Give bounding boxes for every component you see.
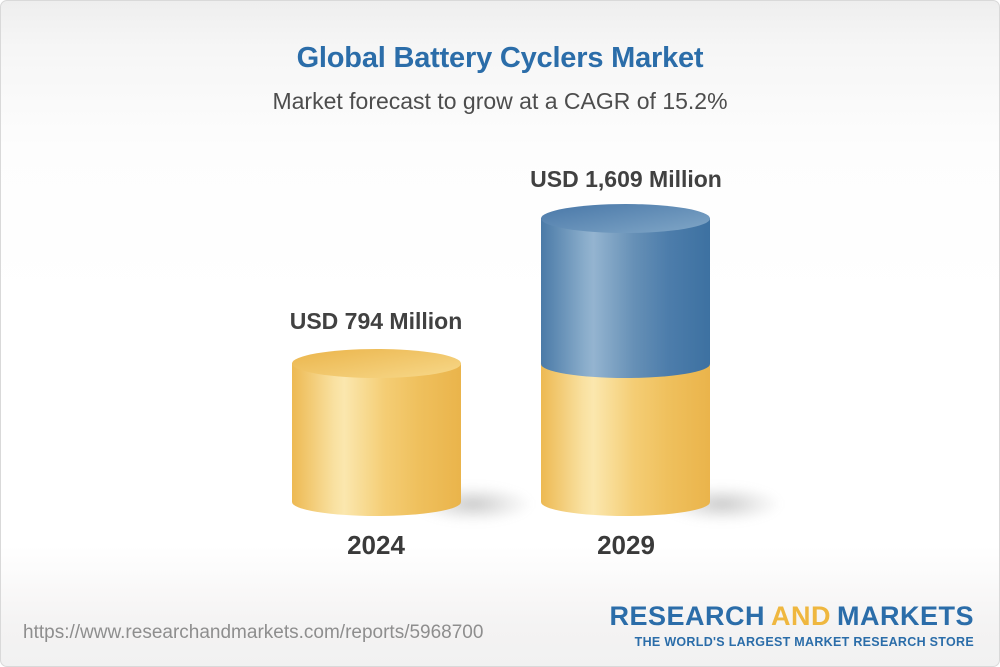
- logo-wordmark: RESEARCH AND MARKETS: [609, 603, 974, 630]
- logo-tagline: THE WORLD'S LARGEST MARKET RESEARCH STOR…: [634, 635, 974, 649]
- logo-word-markets: MARKETS: [837, 601, 974, 631]
- category-label-2024: 2024: [347, 530, 405, 560]
- bar-2029-base-segment: [541, 364, 710, 516]
- report-url-link[interactable]: https://www.researchandmarkets.com/repor…: [23, 622, 484, 643]
- logo-word-and: AND: [771, 601, 831, 631]
- researchandmarkets-logo: RESEARCH AND MARKETS THE WORLD'S LARGEST M…: [609, 603, 974, 650]
- value-label-2024: USD 794 Million: [289, 308, 463, 334]
- bar-2024-cylinder-top: [292, 349, 461, 378]
- bar-2029-cylinder-top: [541, 204, 710, 233]
- page-title: Global Battery Cyclers Market: [296, 42, 704, 74]
- bar-2024-cylinder-body: [292, 363, 461, 516]
- value-label-2029: USD 1,609 Million: [530, 166, 722, 192]
- logo-word-research: RESEARCH: [609, 601, 765, 631]
- bar-2029-growth-segment: [541, 218, 710, 378]
- page-subtitle: Market forecast to grow at a CAGR of 15.…: [272, 88, 728, 114]
- category-label-2029: 2029: [597, 530, 655, 560]
